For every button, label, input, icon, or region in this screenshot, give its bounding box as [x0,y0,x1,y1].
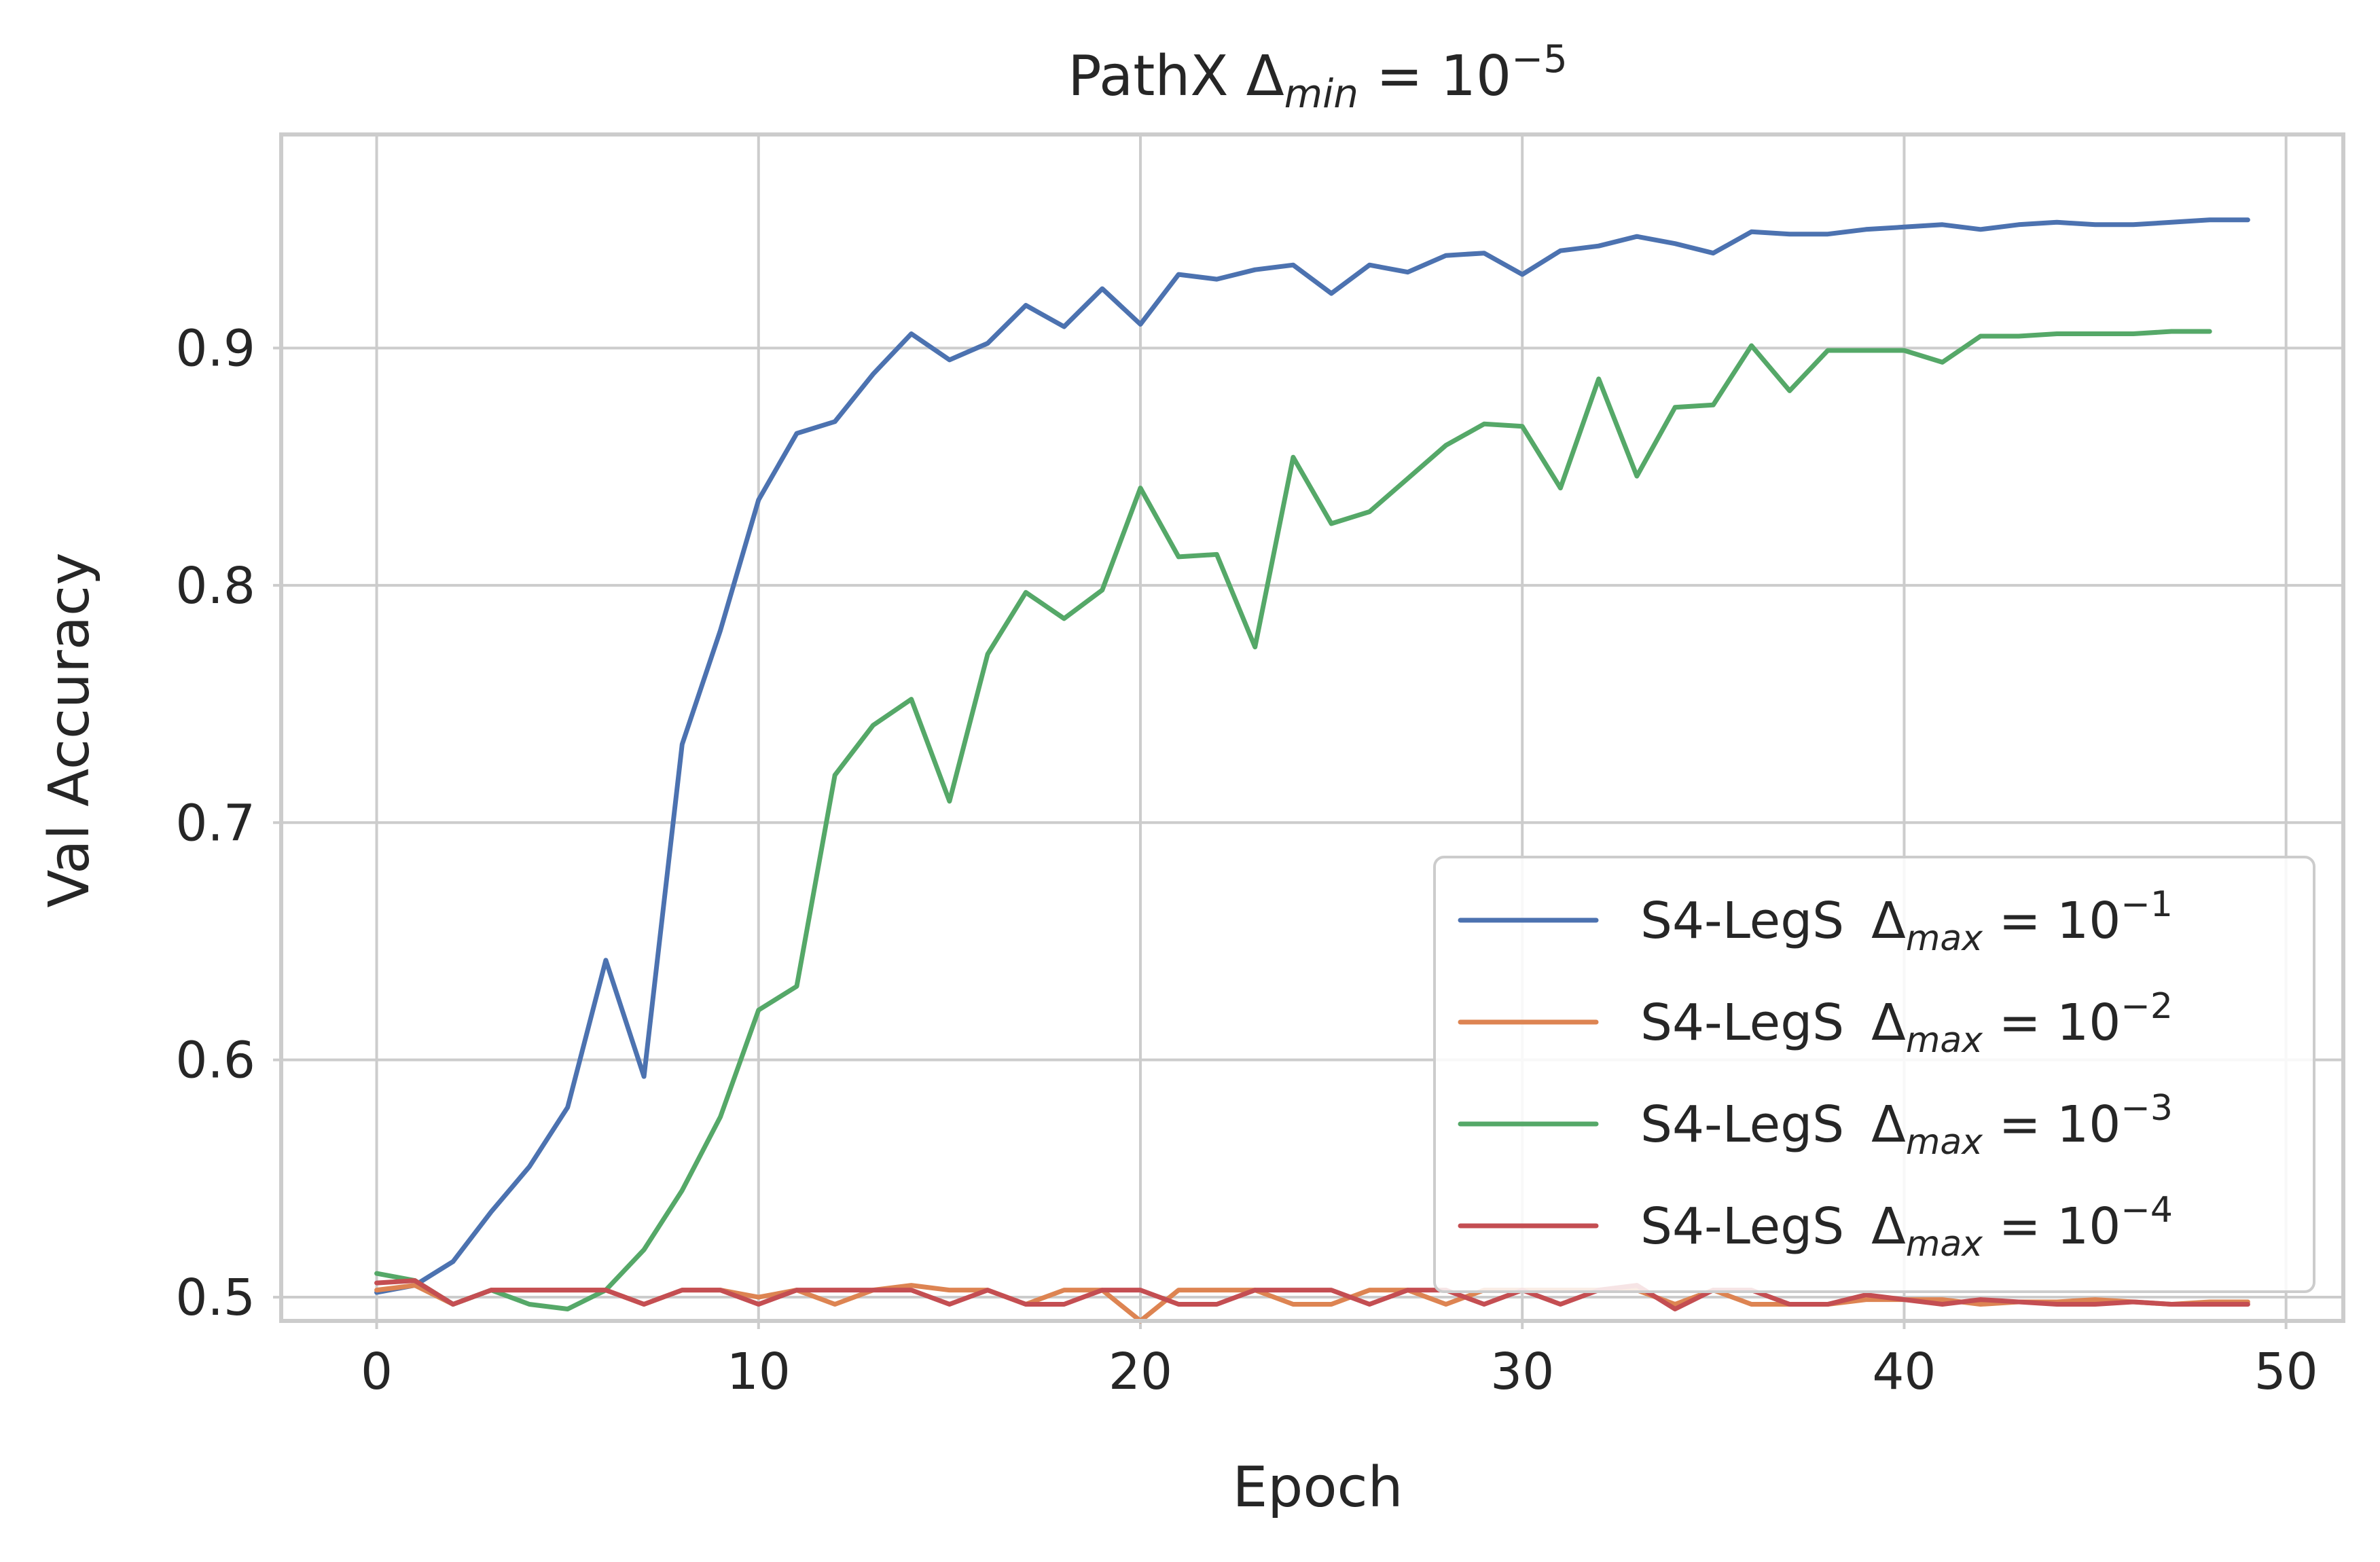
x-axis-label: Epoch [1232,1455,1403,1520]
y-tick-label: 0.7 [175,794,255,852]
x-tick-label: 40 [1872,1343,1936,1401]
legend-label-3: S4-LegS Δmax = 10−3 [1640,1088,2173,1163]
series-line-1 [374,217,2250,1295]
plot-frame [279,132,2345,1323]
x-tick-label: 10 [727,1343,791,1401]
legend-label-4: S4-LegS Δmax = 10−4 [1640,1190,2173,1265]
x-tick-label: 0 [361,1343,393,1401]
legend-box [1433,856,2315,1293]
series-line-3 [374,329,2212,1311]
legend-label-1: S4-LegS Δmax = 10−1 [1640,884,2173,959]
legend-label-2: S4-LegS Δmax = 10−2 [1640,986,2173,1061]
y-axis-label: Val Accuracy [37,552,102,907]
y-tick-label: 0.6 [175,1032,255,1090]
x-tick-label: 30 [1490,1343,1554,1401]
legend: S4-LegS Δmax = 10−1 S4-LegS Δmax = 10−2 S4-L… [1433,856,2315,1293]
y-tick-label: 0.5 [175,1269,255,1327]
y-tick-label: 0.8 [175,557,255,615]
x-tick-label: 20 [1108,1343,1172,1401]
series-layer [374,217,2250,1324]
series-line-4 [374,1278,2250,1311]
chart-title: PathX Δmin = 10−5 [1068,37,1568,117]
x-tick-label: 50 [2254,1343,2318,1401]
axis-ticks: 0 10 20 30 40 50 0.5 0.6 0.7 0.8 0.9 [175,319,2318,1401]
y-tick-label: 0.9 [175,319,255,378]
